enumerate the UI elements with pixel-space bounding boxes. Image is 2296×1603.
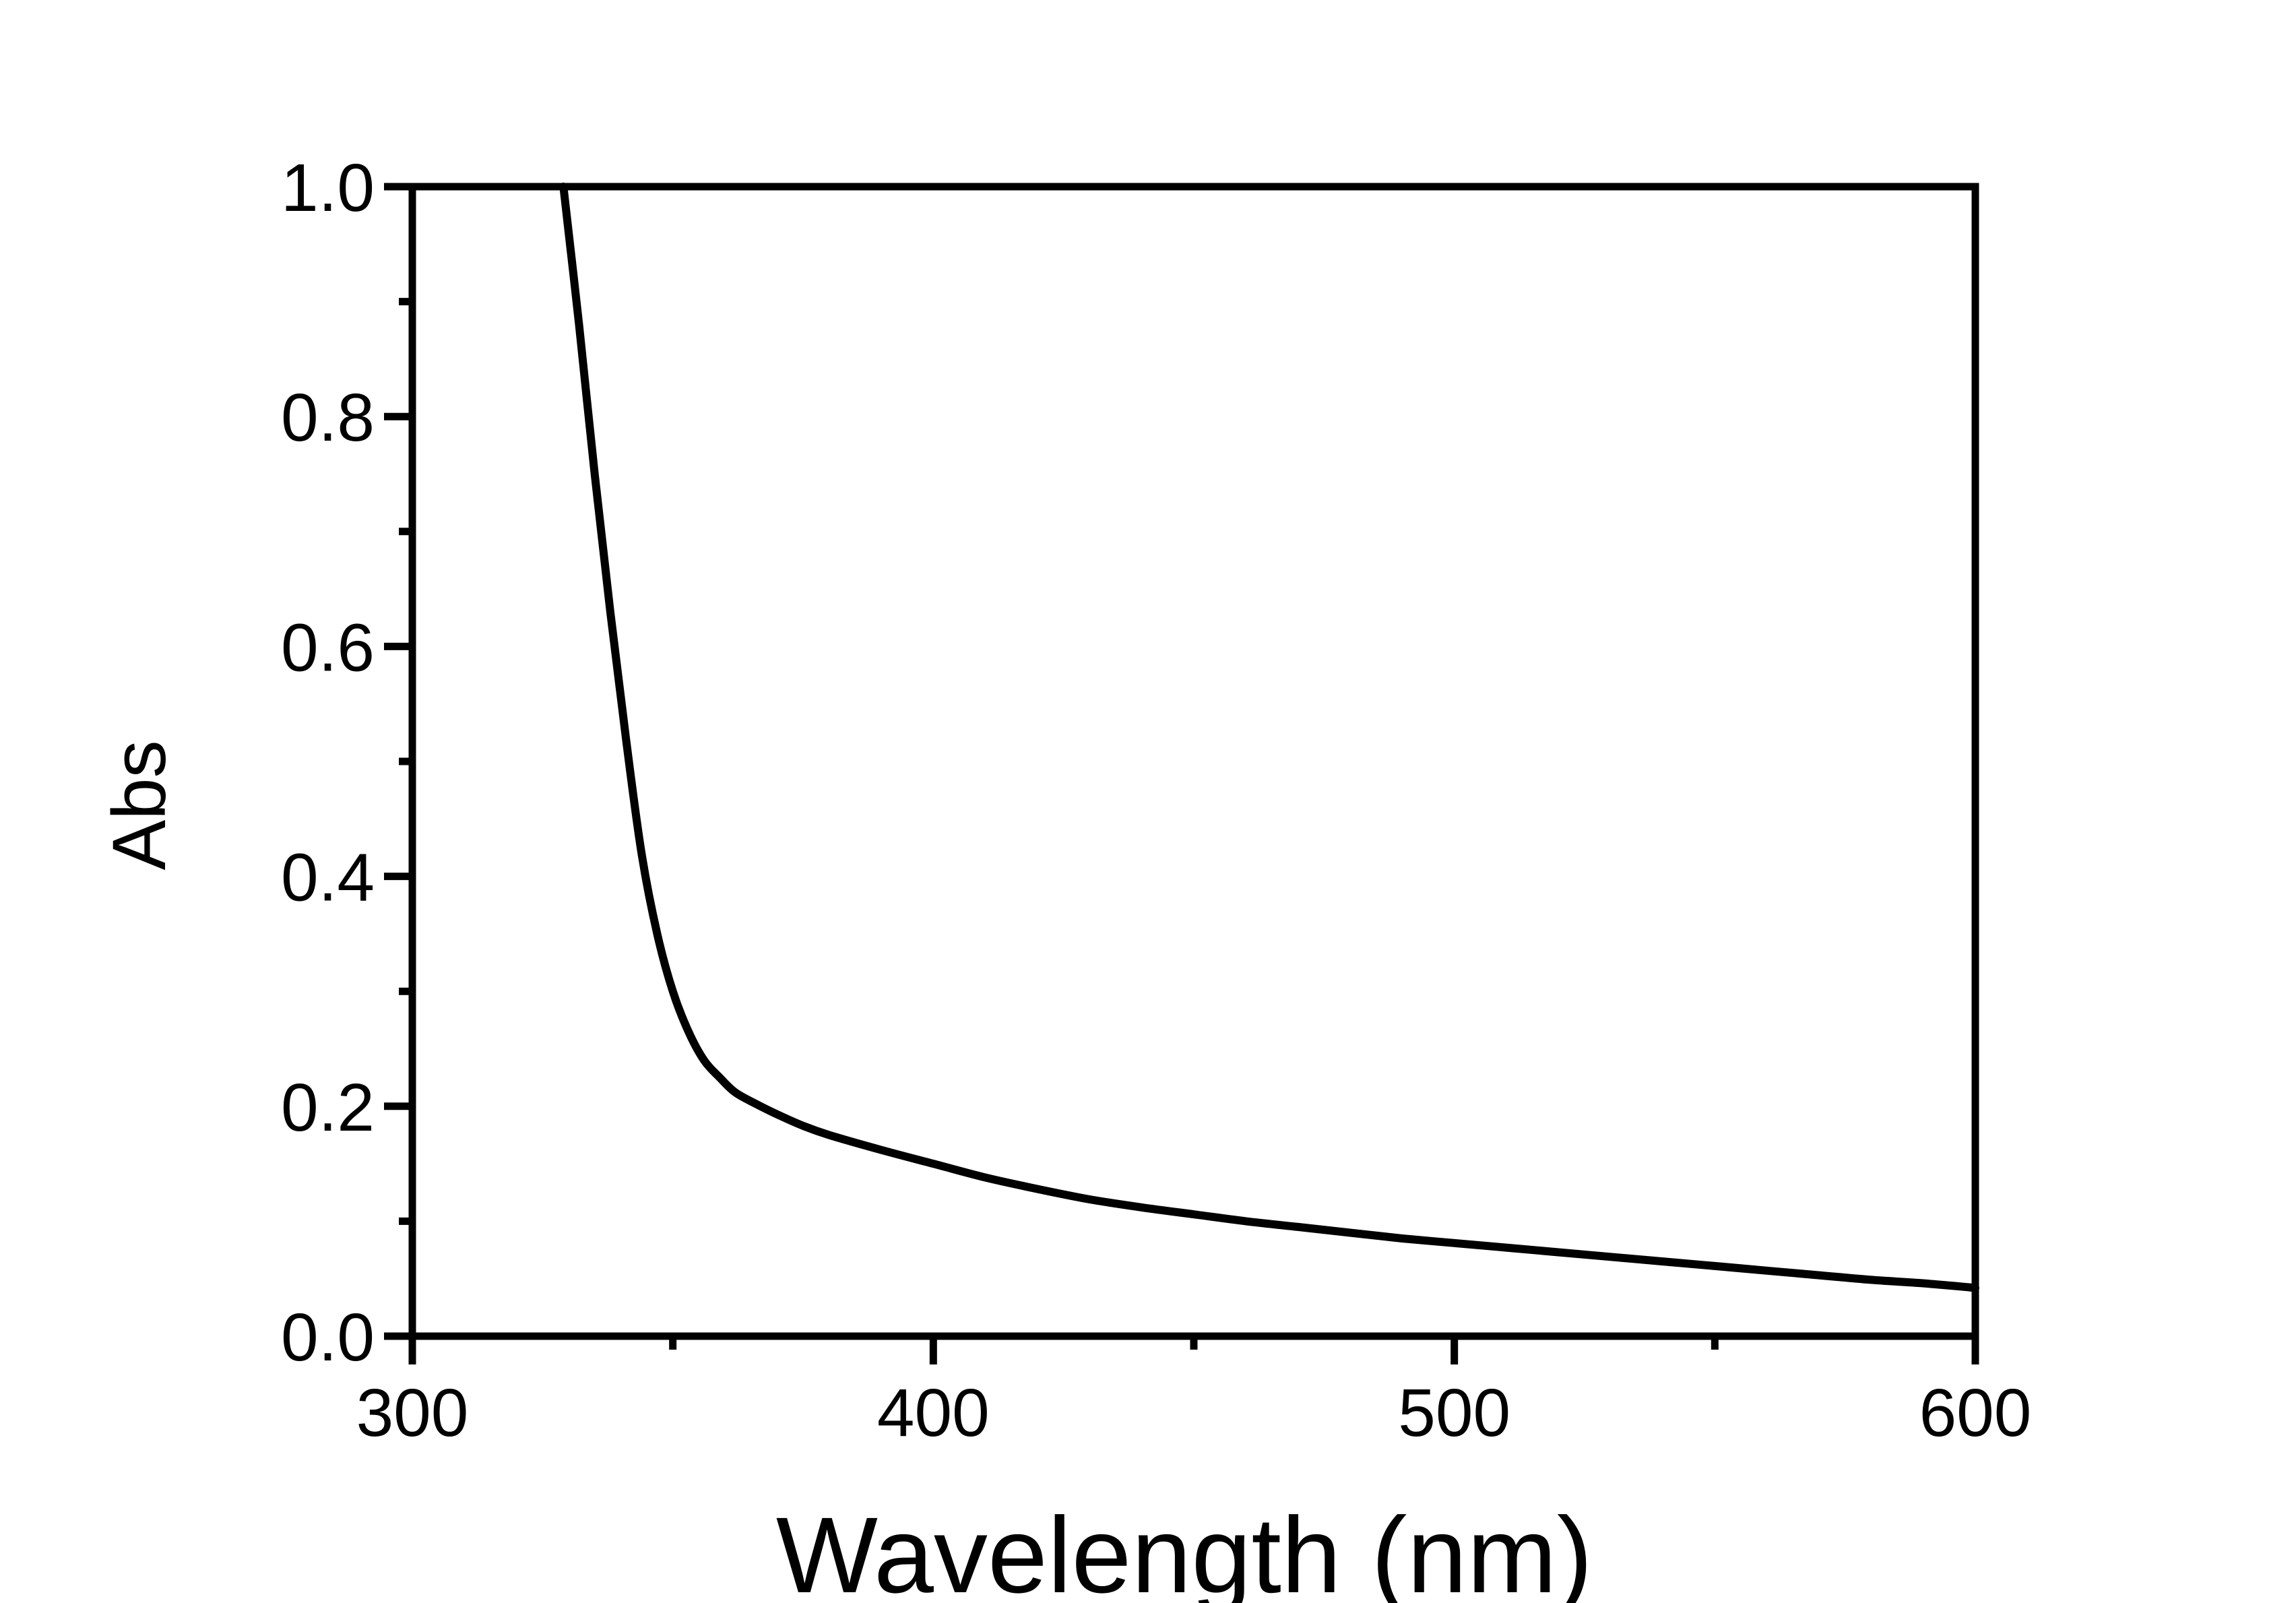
x-tick-label: 400	[877, 1375, 990, 1451]
absorbance-line	[559, 183, 1979, 1292]
y-tick-label: 1.0	[281, 150, 375, 226]
x-axis-tick-labels: 300 400 500 600	[356, 1375, 2032, 1451]
x-tick-label: 500	[1398, 1375, 1510, 1451]
y-axis-title: Abs	[97, 741, 181, 871]
y-tick-label: 0.4	[281, 840, 375, 916]
y-tick-label: 0.6	[281, 610, 375, 685]
y-axis-ticks	[384, 183, 412, 1340]
plot-frame	[408, 183, 1979, 1340]
y-tick-label: 0.8	[281, 380, 375, 455]
y-tick-label: 0.2	[281, 1070, 375, 1145]
x-axis-ticks	[408, 1336, 1979, 1364]
y-axis-tick-labels: 0.0 0.2 0.4 0.6 0.8 1.0	[281, 150, 375, 1375]
x-tick-label: 600	[1919, 1375, 2032, 1451]
x-tick-label: 300	[356, 1375, 469, 1451]
x-axis-title: Wavelength (nm)	[776, 1495, 1593, 1603]
y-tick-label: 0.0	[281, 1300, 375, 1375]
